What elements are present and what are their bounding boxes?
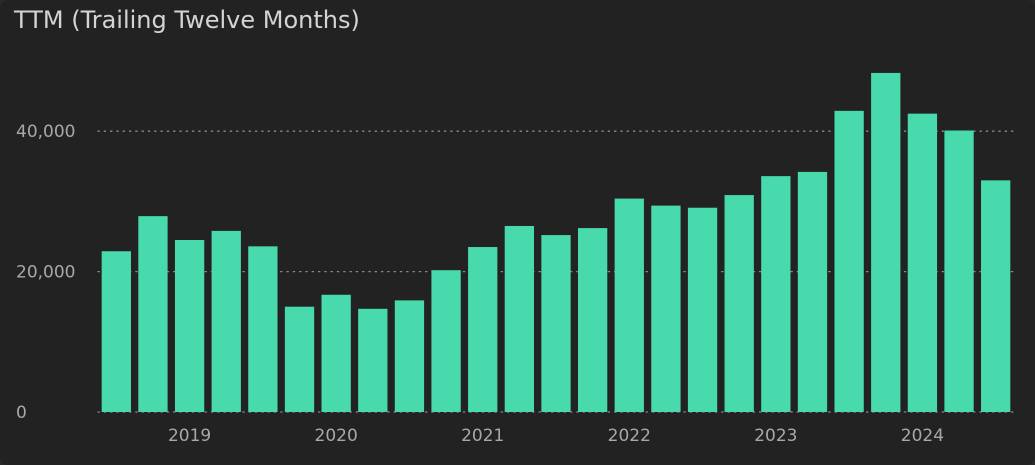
bar — [394, 300, 425, 412]
x-tick-label: 2023 — [754, 426, 797, 446]
axes: 0 20,000 40,000 2019 2020 2021 2022 2023 2024 — [16, 122, 944, 446]
bar — [761, 176, 791, 412]
bar — [101, 251, 131, 412]
bar — [248, 246, 278, 412]
bar — [541, 235, 571, 412]
chart-title: TTM (Trailing Twelve Months) — [14, 6, 360, 34]
bar — [174, 240, 205, 412]
bar — [614, 198, 644, 412]
bar — [651, 205, 681, 412]
x-tick-label: 2021 — [461, 426, 504, 446]
x-tick-label: 2024 — [901, 426, 944, 446]
y-tick-label: 0 — [16, 403, 27, 423]
bar — [284, 306, 315, 412]
bar — [431, 270, 461, 412]
bars — [101, 72, 1011, 413]
x-tick-label: 2022 — [608, 426, 651, 446]
x-tick-label: 2019 — [168, 426, 211, 446]
y-tick-label: 40,000 — [16, 122, 75, 142]
bar — [321, 294, 351, 412]
bar — [504, 225, 535, 412]
bar — [797, 171, 828, 412]
bar — [981, 180, 1011, 412]
bar — [138, 216, 168, 412]
bar — [358, 308, 388, 412]
bar — [907, 113, 938, 413]
bar — [687, 207, 718, 412]
bar — [834, 110, 864, 412]
bar — [944, 130, 974, 413]
x-tick-label: 2020 — [315, 426, 358, 446]
bar — [211, 230, 241, 412]
bar — [468, 247, 498, 412]
bar — [871, 72, 901, 413]
bar — [724, 195, 754, 412]
y-tick-label: 20,000 — [16, 263, 75, 283]
bar — [577, 228, 608, 412]
